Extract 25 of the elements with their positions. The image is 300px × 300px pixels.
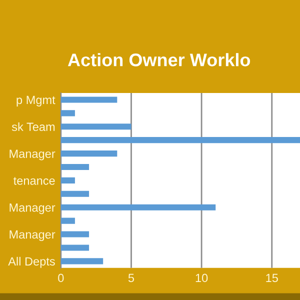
bar [60,244,90,251]
x-tick-label: 15 [266,274,278,282]
y-tick-label: p Mgmt [16,96,56,106]
y-tick-label: Manager [10,204,56,214]
y-tick-label: sk Team [12,122,55,132]
bar [60,190,90,197]
chart-title: Action Owner Worklo [68,53,250,66]
bar [60,124,132,130]
bar [60,137,300,144]
bar [60,110,75,116]
y-tick-label: tenance [14,177,55,185]
bar [60,231,90,238]
bar [60,204,216,210]
bar [60,258,104,264]
y-tick-label: All Depts [8,256,55,268]
bar [60,218,75,224]
x-tick-label: 5 [128,274,134,282]
bar [60,150,118,157]
x-tick-label: 0 [58,274,64,282]
bar [60,164,90,170]
x-tick-label: 10 [196,274,208,282]
y-tick-label: Manager [10,230,56,241]
y-tick-label: Manager [10,150,56,160]
bar [60,177,75,184]
bar [60,96,118,103]
